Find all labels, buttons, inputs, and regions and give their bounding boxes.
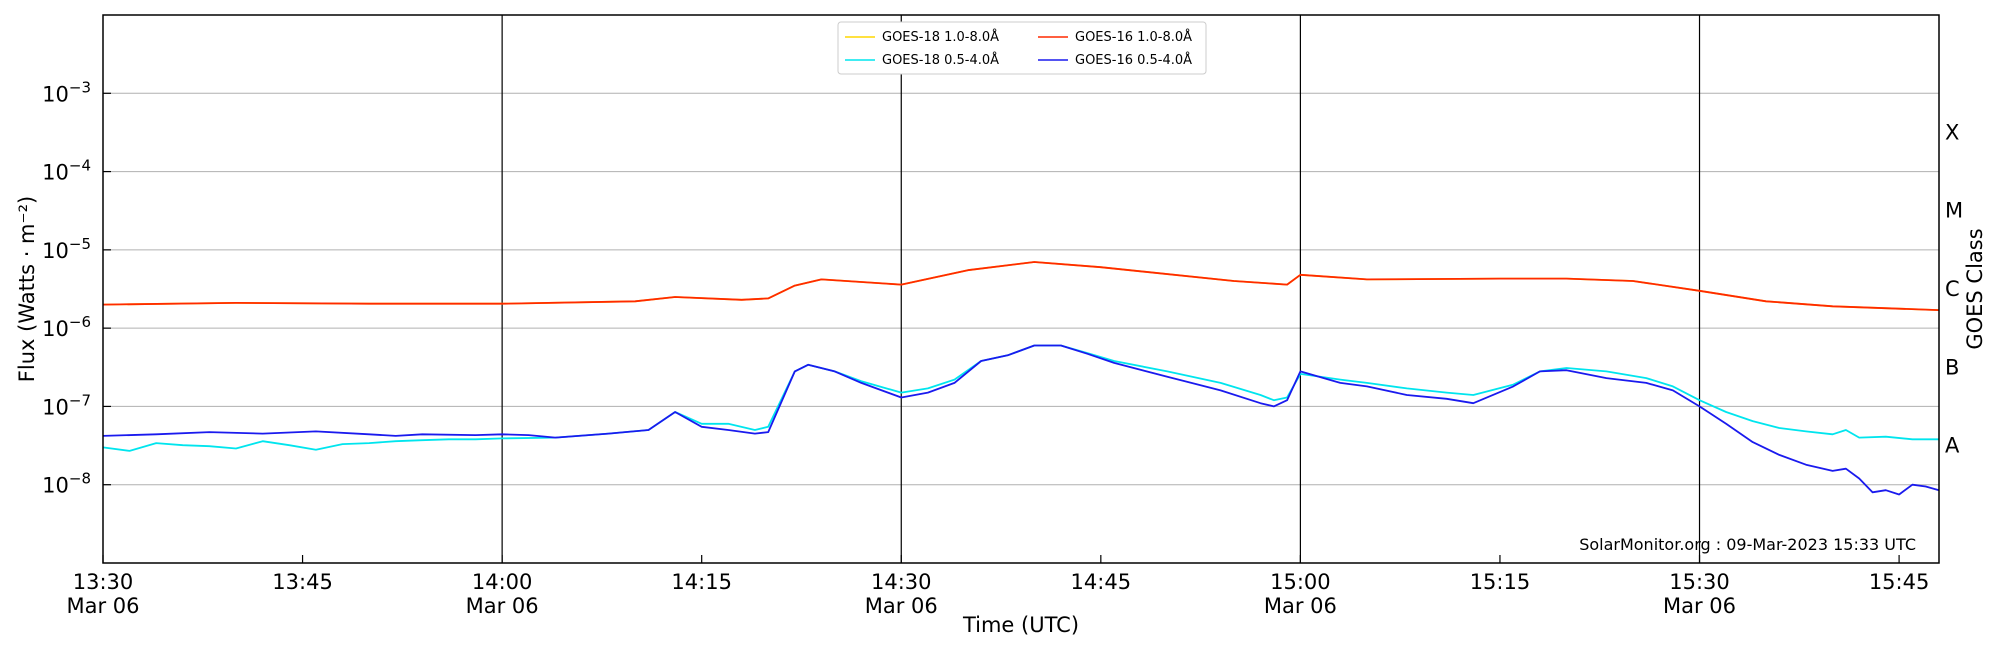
legend-box [837, 21, 1207, 75]
legend-label-goes18-long: GOES-18 1.0-8.0Å [882, 29, 999, 45]
x-tick-label: 14:45 [1071, 570, 1132, 594]
goes-class-label: M [1945, 199, 1963, 223]
x-tick-label: 14:30 [871, 570, 932, 594]
goes-class-labels: A B C M X [1945, 120, 1963, 457]
x-tick-label: 15:15 [1470, 570, 1531, 594]
x-tick-label: 13:30 [73, 570, 134, 594]
goes-class-label: X [1945, 120, 1959, 144]
x-tick-label: 13:45 [272, 570, 333, 594]
plot-frame [102, 14, 1940, 564]
legend-label-goes16-short: GOES-16 0.5-4.0Å [1075, 52, 1192, 68]
x-tick-label: 15:00 [1270, 570, 1331, 594]
series-line-2 [102, 261, 1940, 311]
series-layer [102, 261, 1940, 496]
x-axis-title: Time (UTC) [962, 613, 1079, 637]
x-tick-date-label: Mar 06 [466, 594, 539, 618]
y-tick-exponent: −7 [69, 391, 91, 409]
legend-label-goes16-long: GOES-16 1.0-8.0Å [1075, 29, 1192, 45]
series-line-3 [102, 344, 1940, 496]
y-tick-exponent: −6 [69, 313, 91, 331]
y-tick-exponent: −3 [69, 78, 91, 96]
vertical-markers [501, 15, 1701, 563]
x-tick-label: 14:00 [472, 570, 533, 594]
legend-label-goes18-short: GOES-18 0.5-4.0Å [882, 52, 999, 68]
y-tick-label: 10−8 [42, 470, 91, 498]
grid-layer [103, 92, 1939, 486]
y-tick-exponent: −8 [69, 470, 91, 488]
legend: GOES-18 1.0-8.0Å GOES-18 0.5-4.0Å GOES-1… [837, 21, 1207, 75]
x-tick-date-label: Mar 06 [865, 594, 938, 618]
goes-class-label: A [1945, 434, 1960, 458]
x-tick-date-label: Mar 06 [66, 594, 139, 618]
watermark-text: SolarMonitor.org : 09-Mar-2023 15:33 UTC [1579, 535, 1916, 554]
goes-class-label: C [1945, 277, 1960, 301]
x-tick-date-label: Mar 06 [1264, 594, 1337, 618]
x-tick-label: 14:15 [671, 570, 732, 594]
goes-class-axis-title: GOES Class [1963, 228, 1987, 349]
y-tick-exponent: −5 [69, 235, 91, 253]
x-tick-date-label: Mar 06 [1663, 594, 1736, 618]
y-tick-label: 10−7 [42, 391, 91, 419]
y-tick-exponent: −4 [69, 157, 91, 175]
y-axis-title: Flux (Watts · m⁻²) [15, 196, 39, 382]
x-tick-label: 15:45 [1869, 570, 1930, 594]
goes-class-label: B [1945, 355, 1959, 379]
x-tick-label: 15:30 [1669, 570, 1730, 594]
